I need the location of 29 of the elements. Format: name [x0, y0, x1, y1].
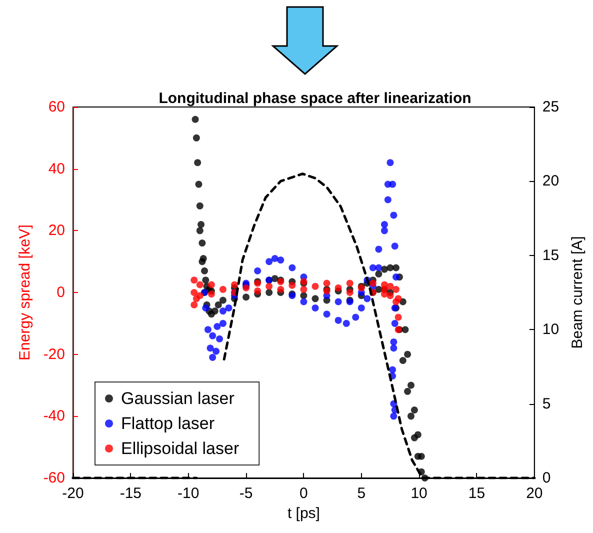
y-tick-label: 60 — [48, 98, 65, 116]
y-tick-label: 20 — [48, 222, 65, 240]
x-axis-title: t [ps] — [287, 505, 320, 522]
x-tick-label: -10 — [178, 485, 200, 502]
y2-tick-label: 15 — [542, 246, 560, 264]
x-tick-label: 15 — [468, 485, 486, 502]
y-axis-title: Energy spread [keV] — [16, 224, 34, 360]
legend-label: Gaussian laser — [121, 389, 235, 408]
y-tick-label: 0 — [56, 284, 65, 301]
x-tick-label: 10 — [410, 485, 428, 502]
y2-tick-label: 0 — [542, 470, 551, 486]
x-tick-label: -5 — [239, 485, 253, 502]
x-tick-label: -20 — [62, 485, 84, 502]
x-tick-label: 20 — [526, 485, 543, 502]
x-tick-label: -15 — [120, 485, 142, 502]
chart-title: Longitudinal phase space after linearization — [158, 90, 472, 107]
legend-label: Flattop laser — [121, 414, 215, 433]
y-tick-label: -40 — [43, 408, 65, 425]
y2-axis-title: Beam current [A] — [569, 236, 586, 349]
y2-tick-label: 5 — [542, 395, 551, 412]
y2-tick-label: 20 — [542, 172, 560, 190]
x-tick-label: 0 — [300, 485, 308, 502]
y-tick-label: 40 — [48, 160, 65, 178]
y-tick-label: -20 — [43, 346, 65, 363]
x-tick-label: 5 — [357, 485, 366, 502]
y-tick-label: -60 — [43, 470, 65, 486]
legend-label: Ellipsoidal laser — [121, 439, 240, 458]
y2-tick-label: 10 — [542, 321, 560, 338]
y2-tick-label: 25 — [542, 98, 560, 116]
